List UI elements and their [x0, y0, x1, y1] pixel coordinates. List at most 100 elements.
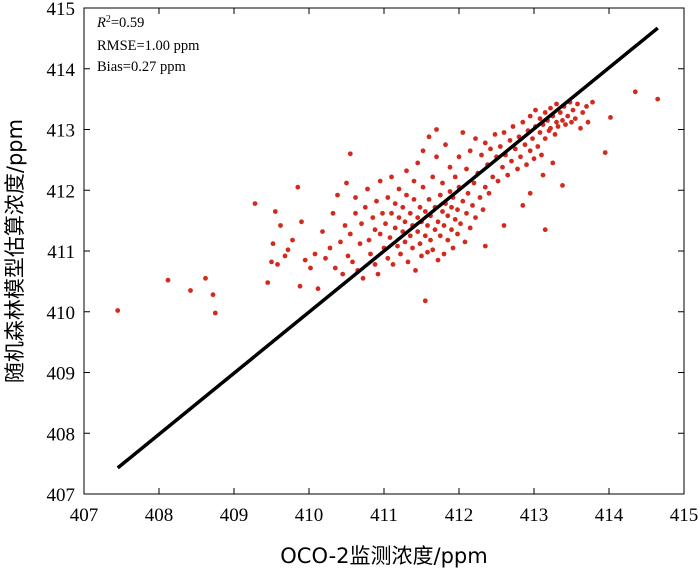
data-point — [560, 118, 565, 123]
data-point — [365, 186, 370, 192]
data-point — [542, 227, 548, 233]
data-point — [282, 253, 288, 259]
data-point — [265, 280, 271, 285]
data-point — [426, 134, 432, 140]
data-point — [375, 271, 381, 277]
data-point — [390, 262, 396, 267]
data-point — [520, 203, 526, 208]
data-point — [377, 178, 383, 184]
x-tick-label: 411 — [370, 505, 398, 526]
data-point — [501, 223, 507, 228]
data-point — [165, 277, 171, 283]
data-point — [385, 195, 391, 200]
data-point — [578, 125, 583, 131]
data-point — [443, 142, 448, 148]
data-point — [428, 237, 433, 243]
x-tick-label: 414 — [595, 505, 624, 526]
data-point — [342, 223, 348, 228]
data-point — [344, 180, 349, 186]
data-point — [389, 210, 394, 216]
data-point — [360, 275, 366, 281]
data-point — [495, 178, 501, 184]
data-point — [572, 116, 578, 121]
x-tick-label: 408 — [145, 505, 174, 526]
y-tick-label: 409 — [47, 364, 76, 385]
data-point — [524, 162, 529, 168]
data-point — [527, 190, 533, 196]
data-point — [380, 210, 385, 216]
data-point — [295, 184, 301, 190]
data-point — [437, 192, 443, 198]
data-point — [501, 130, 507, 135]
data-point — [518, 154, 523, 160]
data-point — [497, 144, 503, 149]
data-point — [479, 152, 484, 158]
data-point — [353, 195, 358, 200]
x-axis-label: OCO-2监测浓度/ppm — [280, 544, 487, 568]
data-point — [542, 110, 548, 115]
data-point — [340, 271, 346, 277]
data-point — [490, 174, 496, 180]
data-point — [392, 201, 398, 207]
data-point — [557, 110, 563, 115]
data-point — [396, 215, 402, 221]
data-point — [482, 184, 488, 190]
data-point — [563, 122, 568, 127]
data-point — [345, 253, 351, 259]
data-point — [404, 192, 409, 198]
data-point — [602, 150, 608, 156]
data-point — [632, 89, 638, 95]
data-point — [396, 186, 402, 192]
data-point — [565, 113, 571, 119]
data-point — [471, 180, 477, 186]
data-point — [415, 160, 421, 166]
y-tick-label: 413 — [47, 121, 76, 142]
fit-line — [116, 26, 659, 470]
data-point — [507, 138, 513, 143]
data-point — [477, 195, 483, 200]
data-point — [505, 172, 511, 178]
data-point — [447, 164, 453, 170]
data-point — [488, 146, 493, 152]
data-point — [389, 174, 394, 180]
data-point — [585, 119, 591, 125]
data-point — [210, 292, 216, 298]
y-axis-label: 随机森林模型估算浓度/ppm — [3, 119, 27, 383]
data-point — [447, 189, 453, 194]
r2-stat: R2=0.59 — [96, 14, 144, 31]
data-point — [425, 223, 430, 228]
data-point — [327, 245, 333, 251]
data-point — [455, 207, 460, 213]
data-point — [550, 160, 556, 166]
data-point — [398, 251, 403, 257]
data-point — [537, 130, 543, 135]
data-point — [297, 283, 303, 289]
bias-stat: Bias=0.27 ppm — [97, 59, 186, 75]
data-point — [212, 310, 218, 316]
data-point — [347, 231, 353, 237]
y-tick-label: 411 — [47, 242, 75, 263]
data-point — [347, 151, 353, 157]
data-point — [275, 262, 280, 267]
data-point — [430, 174, 436, 180]
data-point — [608, 115, 613, 120]
data-point — [422, 298, 428, 304]
data-point — [422, 209, 428, 214]
data-point — [385, 255, 391, 261]
data-point — [500, 164, 505, 170]
data-point — [542, 136, 548, 142]
r2-value: =0.59 — [111, 15, 145, 31]
y-tick-label: 415 — [47, 0, 76, 20]
x-tick-label: 410 — [295, 505, 324, 526]
data-point — [387, 235, 393, 241]
data-point — [540, 172, 546, 178]
data-point — [413, 268, 418, 273]
data-point — [434, 127, 439, 132]
data-point — [270, 241, 276, 247]
data-point — [460, 198, 466, 204]
data-point — [530, 136, 535, 142]
data-point — [407, 233, 413, 239]
data-point — [417, 204, 423, 210]
data-point — [458, 221, 463, 227]
